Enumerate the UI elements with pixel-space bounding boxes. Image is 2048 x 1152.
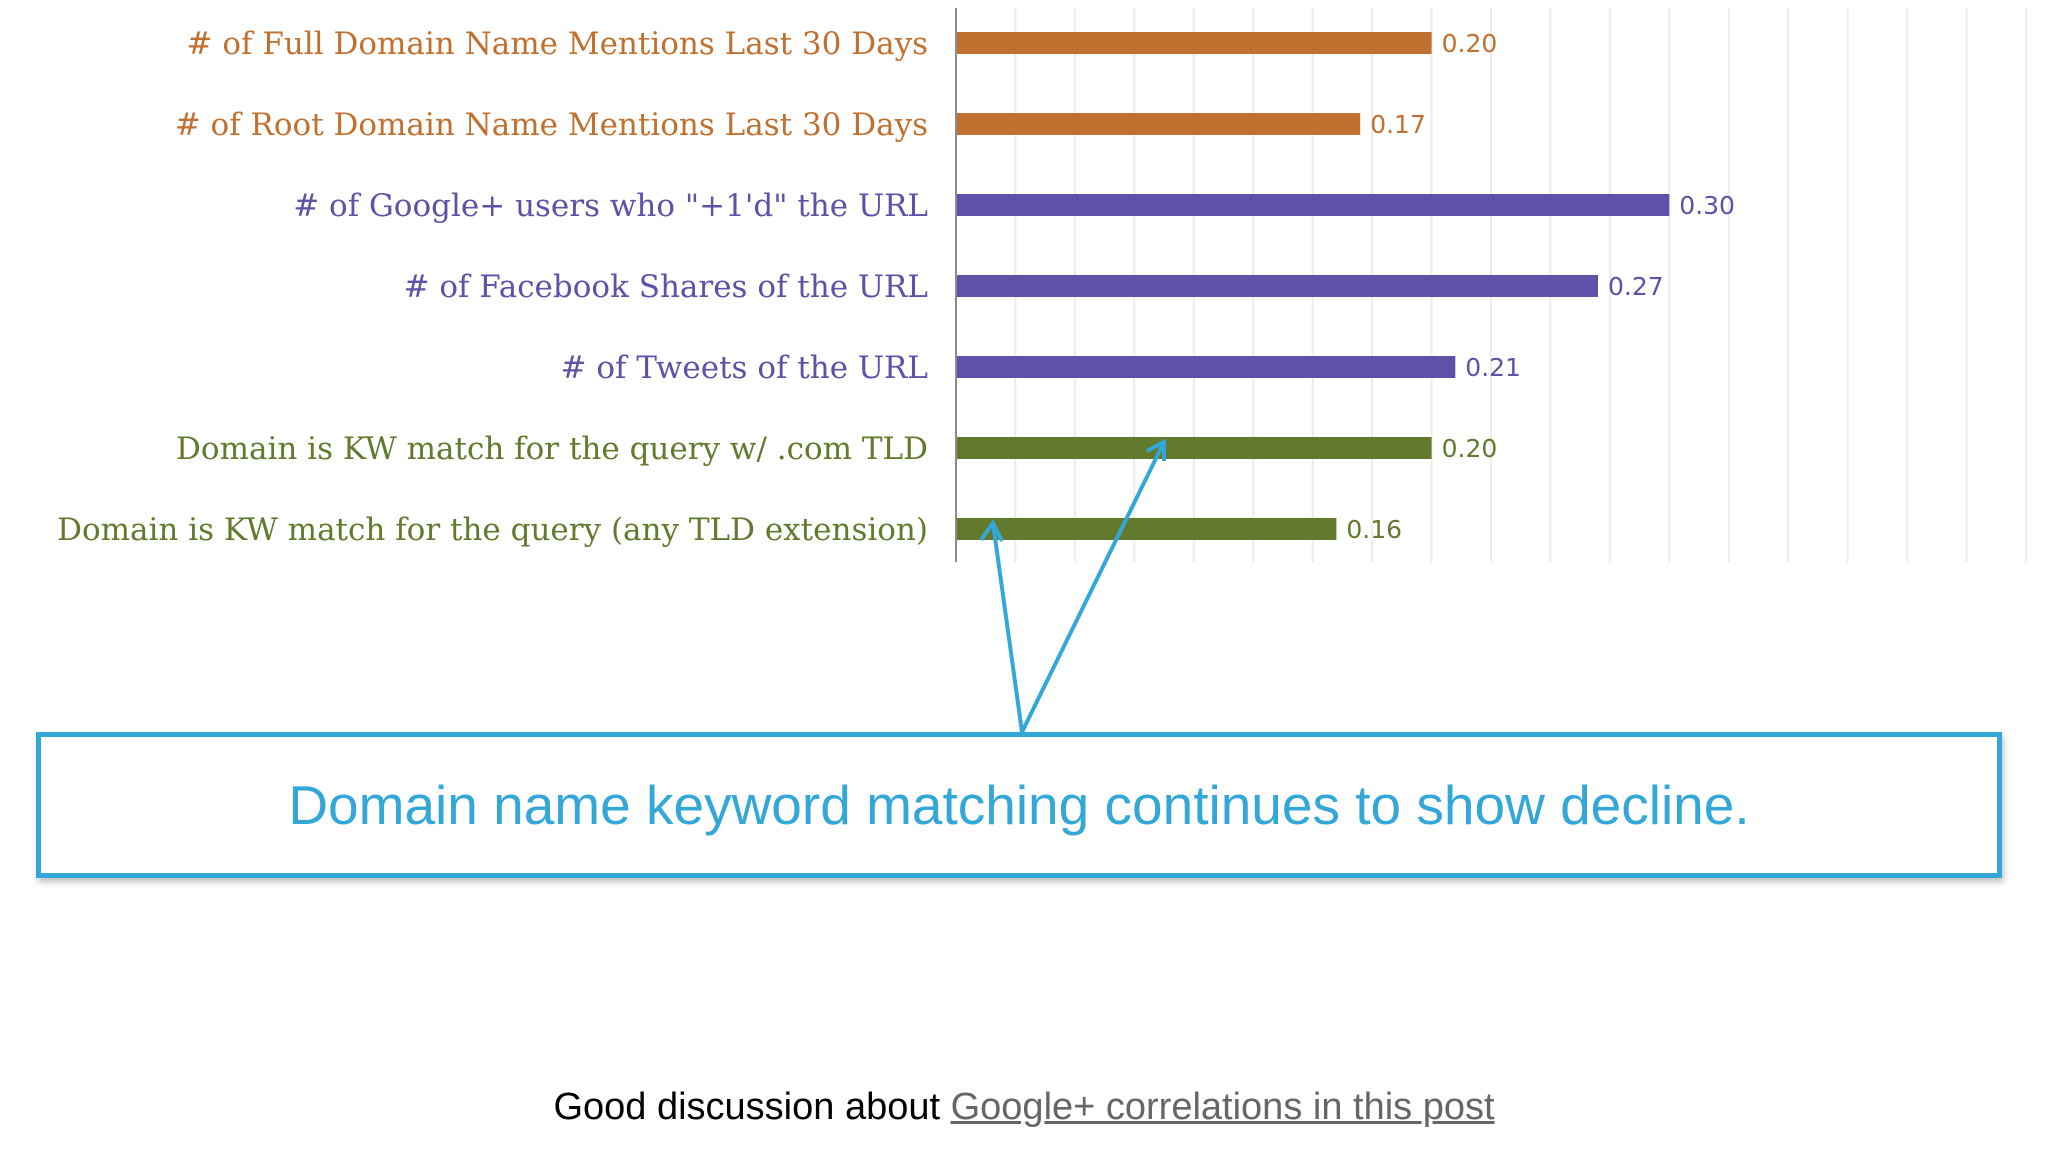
category-label: # of Tweets of the URL xyxy=(560,350,928,386)
value-label: 0.30 xyxy=(1679,191,1735,220)
bar xyxy=(956,437,1432,459)
footer: Good discussion about Google+ correlatio… xyxy=(0,1086,2048,1129)
arrow-line-left xyxy=(991,522,1024,733)
value-label: 0.21 xyxy=(1465,353,1521,382)
callout-box: Domain name keyword matching continues t… xyxy=(36,732,2002,878)
category-label: Domain is KW match for the query (any TL… xyxy=(57,512,928,548)
value-label: 0.17 xyxy=(1370,110,1426,139)
value-label: 0.16 xyxy=(1346,515,1402,544)
category-label: Domain is KW match for the query w/ .com… xyxy=(176,431,928,467)
footer-text: Good discussion about xyxy=(553,1086,951,1128)
footer-link[interactable]: Google+ correlations in this post xyxy=(950,1086,1495,1128)
callout-text: Domain name keyword matching continues t… xyxy=(288,774,1750,836)
callout-arrows xyxy=(979,438,1166,733)
bar xyxy=(956,194,1670,216)
category-label: # of Facebook Shares of the URL xyxy=(403,269,928,305)
bar xyxy=(956,32,1432,54)
arrow-head-left-icon xyxy=(979,519,1004,542)
arrow-line-right xyxy=(1020,441,1166,733)
bar xyxy=(956,275,1598,297)
bar xyxy=(956,518,1337,540)
arrow-head-right-icon xyxy=(1146,438,1166,461)
bar xyxy=(956,356,1456,378)
value-label: 0.20 xyxy=(1442,29,1498,58)
value-label: 0.27 xyxy=(1608,272,1664,301)
category-label: # of Full Domain Name Mentions Last 30 D… xyxy=(187,26,928,62)
bars xyxy=(956,32,1670,540)
bar xyxy=(956,113,1361,135)
grid-lines xyxy=(1014,8,2027,562)
category-labels: # of Full Domain Name Mentions Last 30 D… xyxy=(57,26,928,548)
category-label: # of Google+ users who "+1'd" the URL xyxy=(293,188,928,224)
value-label: 0.20 xyxy=(1442,434,1498,463)
value-labels: 0.20 0.17 0.30 0.27 0.21 0.20 0.16 xyxy=(1346,29,1735,544)
category-label: # of Root Domain Name Mentions Last 30 D… xyxy=(175,107,928,143)
